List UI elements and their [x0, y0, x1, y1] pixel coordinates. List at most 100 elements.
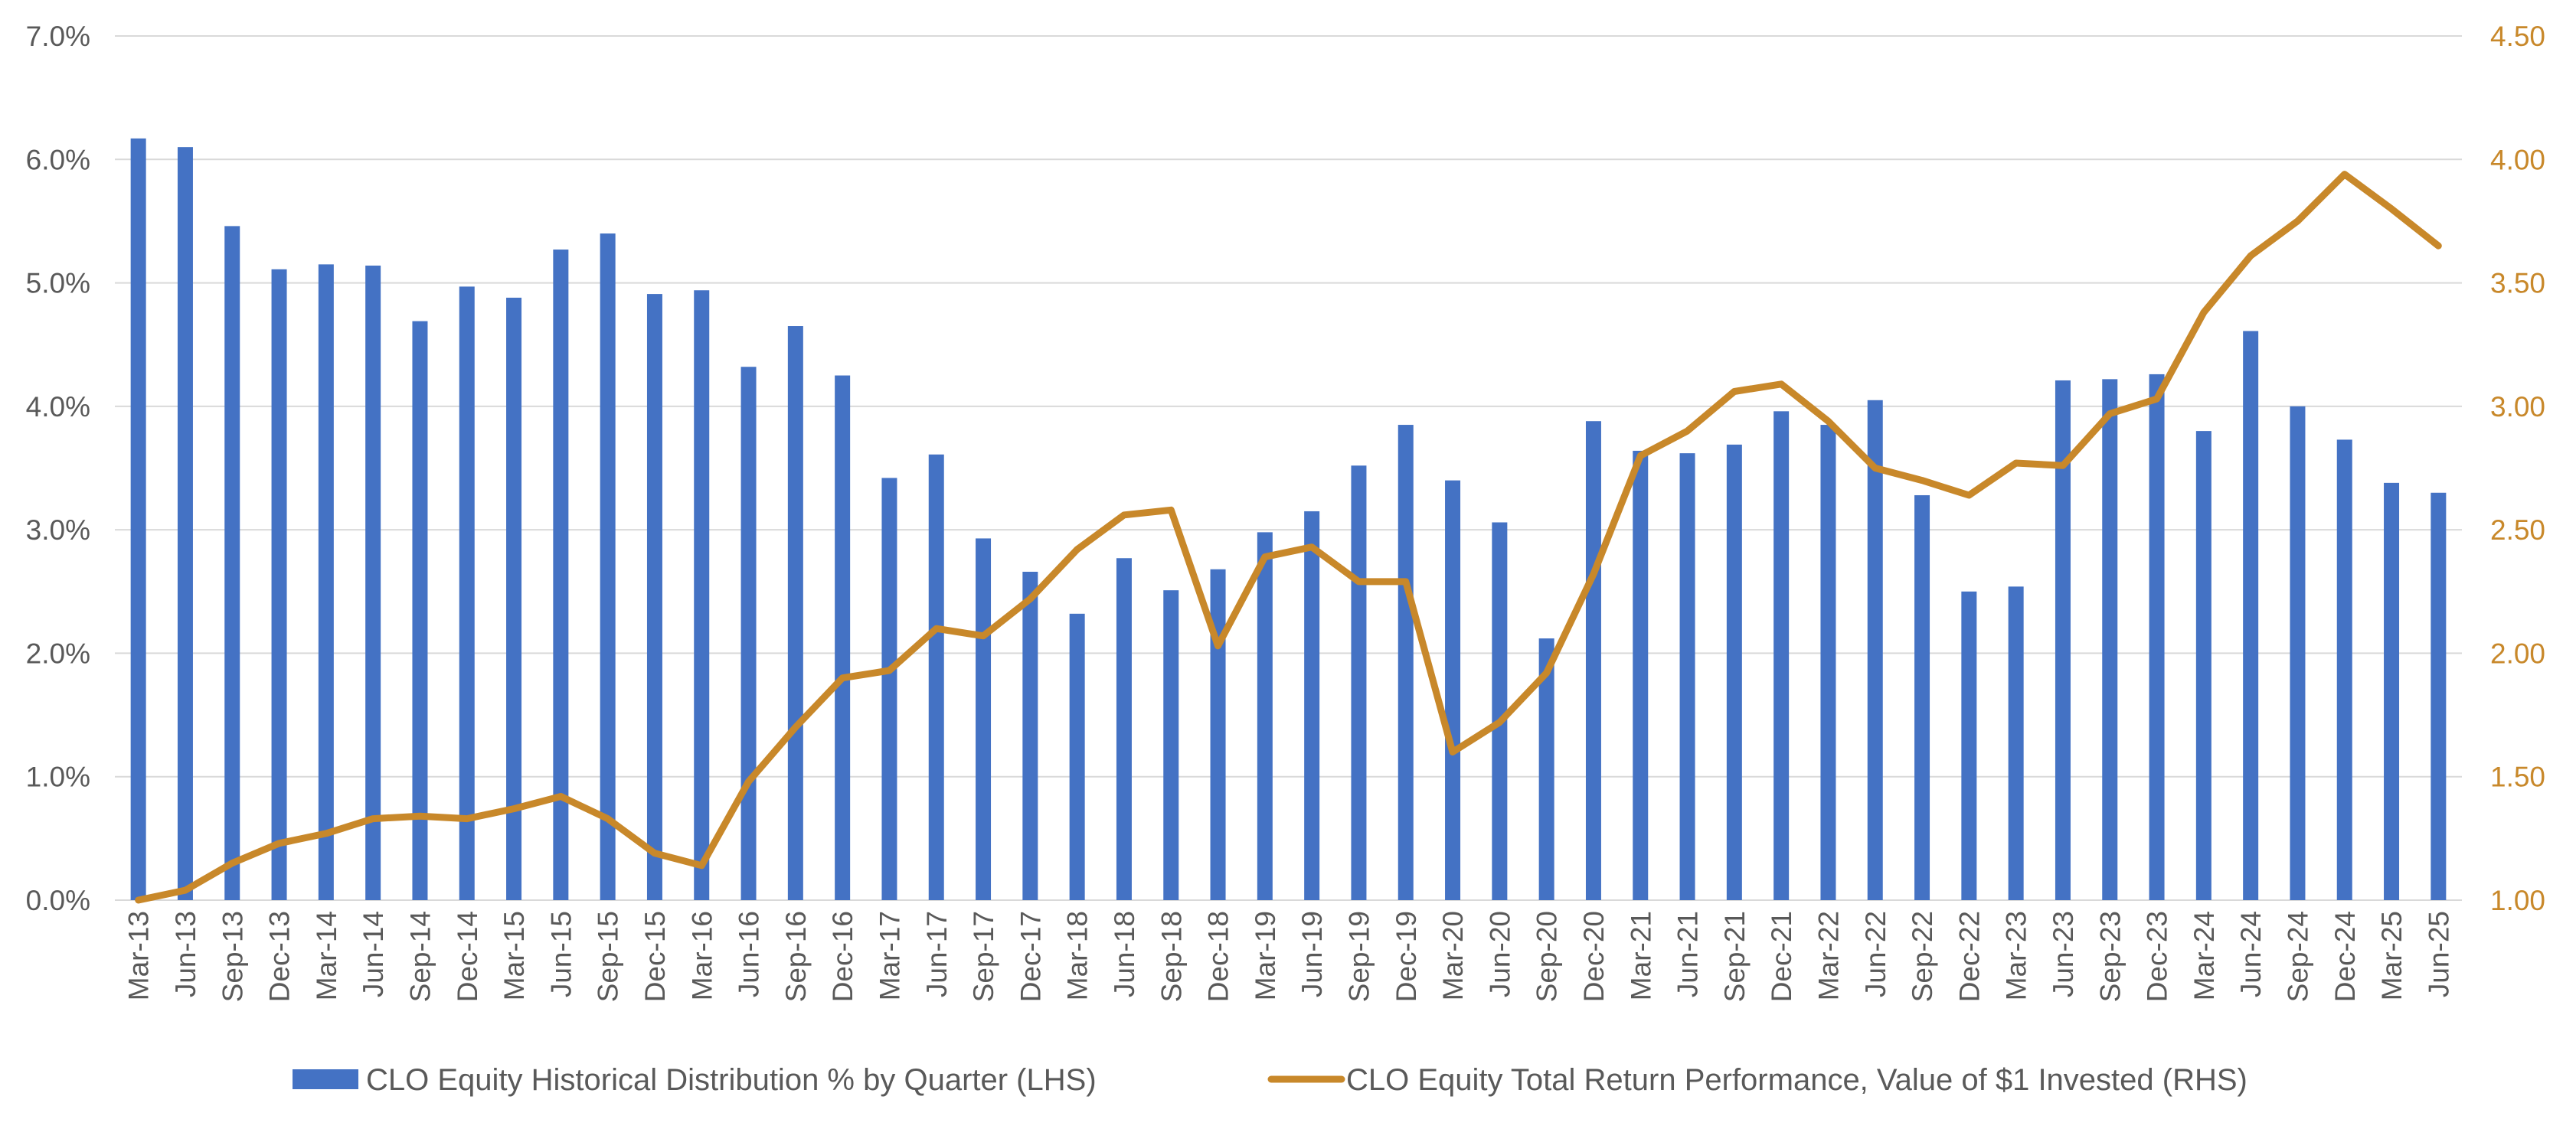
x-tick-label: Mar-21 [1625, 911, 1656, 1000]
x-tick-label: Mar-23 [2001, 911, 2032, 1000]
x-tick-label: Sep-18 [1156, 911, 1187, 1002]
bar-series [130, 138, 2447, 901]
x-tick-label: Dec-19 [1391, 911, 1422, 1002]
x-tick-label: Sep-24 [2282, 911, 2313, 1002]
x-tick-label: Sep-20 [1532, 911, 1563, 1002]
bar-Dec-23 [2149, 374, 2165, 900]
x-tick-label: Sep-16 [780, 911, 812, 1002]
x-tick-label: Dec-13 [264, 911, 296, 1002]
x-tick-label: Jun-23 [2048, 911, 2079, 997]
x-tick-label: Jun-14 [358, 911, 389, 997]
bar-Dec-20 [1585, 421, 1601, 900]
bar-Jun-14 [365, 265, 381, 900]
bar-Mar-18 [1069, 613, 1085, 900]
bar-Jun-21 [1679, 453, 1695, 900]
x-tick-label: Dec-15 [639, 911, 671, 1002]
left-tick-label: 4.0% [26, 391, 90, 423]
right-tick-label: 3.50 [2490, 268, 2545, 299]
x-tick-label: Dec-23 [2142, 911, 2173, 1002]
bar-Mar-14 [318, 264, 334, 901]
bar-Mar-15 [506, 297, 522, 900]
legend-bar-swatch [293, 1069, 358, 1089]
x-tick-label: Mar-25 [2376, 911, 2408, 1000]
x-tick-label: Mar-13 [123, 911, 155, 1000]
bar-Sep-20 [1538, 638, 1554, 900]
bar-Sep-16 [787, 326, 803, 900]
right-axis-ticks: 1.00 1.50 2.00 2.50 3.00 3.50 4.00 4.50 [2490, 21, 2545, 916]
bar-Mar-17 [881, 478, 897, 900]
x-tick-label: Jun-16 [734, 911, 765, 997]
x-tick-label: Sep-17 [968, 911, 999, 1002]
bar-Mar-24 [2195, 431, 2212, 900]
left-tick-label: 2.0% [26, 638, 90, 669]
bar-Sep-18 [1163, 590, 1179, 900]
bar-Mar-20 [1445, 480, 1461, 900]
x-tick-label: Mar-15 [499, 911, 530, 1000]
left-tick-label: 3.0% [26, 514, 90, 546]
bar-Sep-13 [224, 226, 240, 900]
x-tick-label: Dec-22 [1953, 911, 1985, 1002]
bar-Dec-21 [1773, 411, 1790, 900]
x-tick-label: Sep-14 [404, 911, 436, 1002]
x-tick-label: Mar-20 [1437, 911, 1469, 1000]
grid-lines [115, 35, 2462, 901]
x-tick-label: Jun-18 [1109, 911, 1140, 997]
bar-Dec-16 [835, 375, 851, 900]
bar-Dec-18 [1210, 569, 1226, 900]
bar-Dec-13 [271, 269, 287, 901]
bar-Jun-20 [1492, 522, 1508, 900]
x-tick-label: Jun-20 [1484, 911, 1515, 997]
x-tick-label: Dec-18 [1203, 911, 1234, 1002]
x-axis-ticks: Mar-13 Jun-13 Sep-13 Dec-13 Mar-14 Jun-14 Sep-… [123, 911, 2455, 1002]
x-tick-label: Jun-25 [2423, 911, 2454, 997]
x-tick-label: Mar-24 [2189, 911, 2220, 1000]
bar-Jun-13 [177, 147, 193, 900]
legend: CLO Equity Historical Distribution % by … [293, 1063, 2247, 1097]
x-tick-label: Sep-19 [1343, 911, 1375, 1002]
right-tick-label: 3.00 [2490, 391, 2545, 423]
bar-Mar-25 [2384, 482, 2400, 900]
x-tick-label: Jun-13 [170, 911, 201, 997]
x-tick-label: Mar-19 [1250, 911, 1281, 1000]
right-tick-label: 2.50 [2490, 514, 2545, 546]
x-tick-label: Jun-22 [1860, 911, 1891, 997]
x-tick-label: Sep-23 [2094, 911, 2126, 1002]
bar-Jun-18 [1116, 558, 1132, 900]
x-tick-label: Dec-21 [1766, 911, 1797, 1002]
x-tick-label: Jun-19 [1296, 911, 1328, 997]
left-tick-label: 7.0% [26, 21, 90, 52]
x-tick-label: Mar-17 [874, 911, 905, 1000]
right-tick-label: 4.50 [2490, 21, 2545, 52]
bar-Sep-24 [2290, 406, 2306, 900]
x-tick-label: Jun-15 [545, 911, 577, 997]
legend-line-label: CLO Equity Total Return Performance, Val… [1346, 1063, 2247, 1097]
x-tick-label: Jun-17 [921, 911, 953, 997]
return-line [135, 171, 2442, 904]
bar-Dec-19 [1398, 425, 1414, 900]
bar-Jun-17 [928, 454, 944, 900]
bar-Dec-14 [459, 286, 475, 900]
bar-Jun-25 [2431, 492, 2447, 900]
right-tick-label: 1.50 [2490, 762, 2545, 793]
x-tick-label: Dec-16 [827, 911, 858, 1002]
bar-Sep-21 [1726, 444, 1742, 900]
x-tick-label: Sep-22 [1907, 911, 1938, 1002]
x-tick-label: Dec-17 [1015, 911, 1046, 1002]
left-tick-label: 6.0% [26, 144, 90, 175]
x-tick-label: Mar-16 [686, 911, 718, 1000]
left-axis-ticks: 0.0% 1.0% 2.0% 3.0% 4.0% 5.0% 6.0% 7.0% [26, 21, 90, 916]
bar-Jun-24 [2243, 331, 2259, 900]
bar-Dec-17 [1022, 571, 1038, 900]
x-tick-label: Mar-18 [1062, 911, 1093, 1000]
bar-Mar-22 [1820, 425, 1836, 900]
bar-Mar-13 [130, 138, 146, 901]
bar-Mar-16 [694, 290, 710, 901]
right-tick-label: 4.00 [2490, 144, 2545, 175]
bar-Dec-15 [646, 294, 662, 900]
bar-Jun-19 [1304, 511, 1320, 900]
bar-Mar-23 [2008, 586, 2024, 900]
bar-Sep-19 [1351, 465, 1367, 900]
bar-Mar-19 [1257, 532, 1273, 900]
bar-Sep-15 [600, 233, 616, 900]
